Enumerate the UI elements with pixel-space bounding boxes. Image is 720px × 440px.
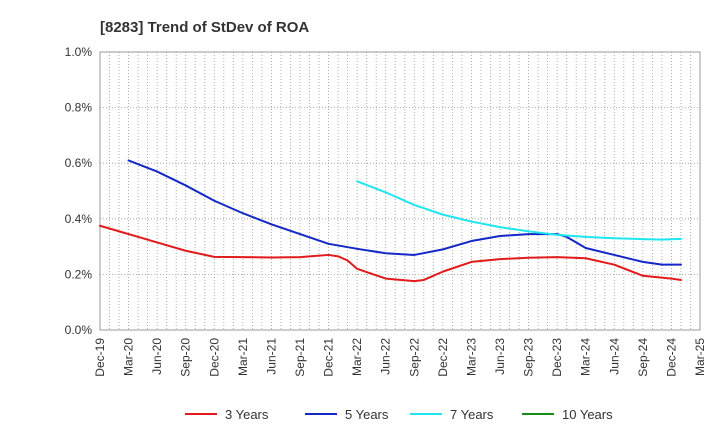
x-tick-label: Mar-24	[579, 338, 593, 376]
series-line	[99, 224, 682, 283]
x-tick-label: Sep-20	[179, 338, 193, 377]
x-tick-label: Dec-24	[664, 338, 678, 377]
series-line	[356, 180, 682, 241]
plot-frame	[99, 51, 701, 331]
x-tick-label: Jun-20	[150, 338, 164, 375]
y-tick-label: 1.0%	[65, 45, 93, 59]
x-tick-label: Dec-19	[93, 338, 107, 377]
y-tick-label: 0.6%	[65, 156, 93, 170]
x-tick-label: Sep-22	[407, 338, 421, 377]
x-tick-label: Mar-25	[693, 338, 707, 376]
plot-area	[99, 51, 701, 331]
series-line	[127, 159, 682, 266]
x-tick-label: Dec-20	[207, 338, 221, 377]
x-tick-label: Jun-24	[607, 338, 621, 375]
x-tick-label: Dec-21	[322, 338, 336, 377]
x-tick-label: Mar-23	[464, 338, 478, 376]
x-tick-label: Dec-23	[550, 338, 564, 377]
legend-label: 10 Years	[562, 407, 613, 422]
x-tick-label: Jun-22	[379, 338, 393, 375]
legend-label: 3 Years	[225, 407, 269, 422]
x-axis-ticks: Dec-19 Mar-20 Jun-20 Sep-20 Dec-20 Mar-21 Jun-…	[93, 338, 707, 377]
x-tick-label: Mar-20	[122, 338, 136, 376]
x-tick-label: Jun-23	[493, 338, 507, 375]
x-tick-label: Sep-23	[522, 338, 536, 377]
legend-label: 5 Years	[345, 407, 389, 422]
y-tick-label: 0.2%	[65, 267, 93, 281]
y-axis-ticks: 0.0% 0.2% 0.4% 0.6% 0.8% 1.0%	[65, 45, 93, 337]
y-tick-label: 0.4%	[65, 212, 93, 226]
x-tick-label: Jun-21	[264, 338, 278, 375]
y-tick-label: 0.0%	[65, 323, 93, 337]
series-lines	[99, 159, 682, 283]
grid	[100, 52, 700, 330]
legend: 3 Years 5 Years 7 Years 10 Years	[185, 407, 613, 422]
x-tick-label: Dec-22	[436, 338, 450, 377]
x-tick-label: Mar-21	[236, 338, 250, 376]
x-tick-label: Sep-21	[293, 338, 307, 377]
y-tick-label: 0.8%	[65, 101, 93, 115]
chart-title: [8283] Trend of StDev of ROA	[100, 19, 309, 36]
x-tick-label: Mar-22	[350, 338, 364, 376]
x-tick-label: Sep-24	[636, 338, 650, 377]
legend-label: 7 Years	[450, 407, 494, 422]
